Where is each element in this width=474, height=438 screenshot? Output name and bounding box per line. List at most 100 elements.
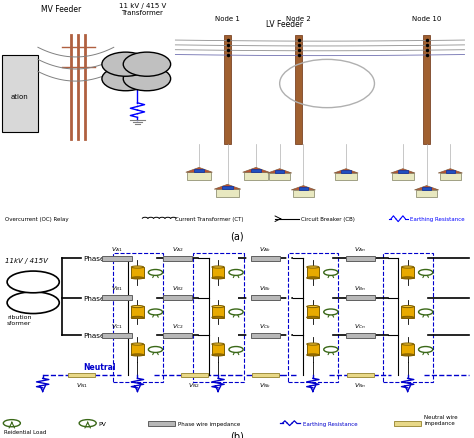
FancyBboxPatch shape: [307, 307, 319, 318]
Text: Earthing Resistance: Earthing Resistance: [303, 421, 358, 426]
FancyBboxPatch shape: [251, 296, 280, 300]
Polygon shape: [214, 185, 241, 190]
FancyBboxPatch shape: [336, 173, 357, 180]
FancyBboxPatch shape: [131, 267, 144, 279]
FancyBboxPatch shape: [423, 36, 430, 145]
FancyBboxPatch shape: [163, 296, 192, 300]
Ellipse shape: [212, 354, 224, 356]
Circle shape: [419, 347, 433, 353]
Text: $V_{Nk}$: $V_{Nk}$: [259, 380, 272, 389]
Text: $V_{Cn}$: $V_{Cn}$: [355, 321, 366, 330]
Ellipse shape: [131, 354, 144, 356]
Text: $V_{Bk}$: $V_{Bk}$: [259, 284, 272, 293]
FancyBboxPatch shape: [244, 173, 268, 180]
FancyBboxPatch shape: [398, 171, 408, 173]
FancyBboxPatch shape: [346, 256, 375, 261]
FancyBboxPatch shape: [131, 344, 144, 355]
Ellipse shape: [212, 317, 224, 319]
Ellipse shape: [131, 317, 144, 319]
FancyBboxPatch shape: [102, 256, 132, 261]
FancyBboxPatch shape: [102, 296, 132, 300]
FancyBboxPatch shape: [68, 373, 95, 377]
FancyBboxPatch shape: [401, 344, 414, 355]
Circle shape: [229, 309, 243, 315]
Polygon shape: [438, 170, 462, 173]
Text: $V_{Ak}$: $V_{Ak}$: [259, 244, 272, 253]
Circle shape: [3, 420, 20, 427]
Polygon shape: [391, 170, 415, 173]
Ellipse shape: [131, 266, 144, 268]
FancyBboxPatch shape: [216, 190, 239, 198]
Ellipse shape: [307, 343, 319, 345]
FancyBboxPatch shape: [131, 307, 144, 318]
Polygon shape: [267, 170, 292, 173]
Circle shape: [419, 309, 433, 315]
Polygon shape: [186, 168, 212, 173]
FancyBboxPatch shape: [401, 307, 414, 318]
Polygon shape: [415, 186, 439, 191]
FancyBboxPatch shape: [299, 188, 308, 190]
FancyBboxPatch shape: [269, 173, 291, 180]
Ellipse shape: [131, 306, 144, 308]
Text: $V_{A1}$: $V_{A1}$: [111, 244, 123, 253]
Ellipse shape: [307, 306, 319, 308]
FancyBboxPatch shape: [187, 173, 211, 180]
Text: PV: PV: [99, 421, 107, 426]
Circle shape: [148, 309, 163, 315]
Text: Phase-B: Phase-B: [83, 295, 112, 301]
FancyBboxPatch shape: [295, 36, 302, 145]
Text: Node 10: Node 10: [412, 16, 441, 22]
FancyBboxPatch shape: [275, 171, 284, 173]
Circle shape: [7, 292, 59, 314]
Ellipse shape: [401, 354, 414, 356]
Circle shape: [324, 270, 338, 276]
Text: ation: ation: [11, 93, 29, 99]
Text: $V_{C1}$: $V_{C1}$: [111, 321, 123, 330]
Ellipse shape: [212, 343, 224, 345]
FancyBboxPatch shape: [446, 171, 455, 173]
Text: Overcurrent (OC) Relay: Overcurrent (OC) Relay: [5, 217, 68, 222]
FancyBboxPatch shape: [222, 187, 233, 190]
Text: $V_{B2}$: $V_{B2}$: [172, 284, 183, 293]
FancyBboxPatch shape: [440, 173, 461, 180]
Text: Phase-C: Phase-C: [83, 332, 112, 339]
Text: $V_{C2}$: $V_{C2}$: [172, 321, 183, 330]
Circle shape: [123, 53, 171, 77]
Text: $V_{B1}$: $V_{B1}$: [111, 284, 123, 293]
FancyBboxPatch shape: [346, 333, 375, 338]
FancyBboxPatch shape: [394, 421, 421, 426]
FancyBboxPatch shape: [346, 373, 374, 377]
Text: $V_{Ck}$: $V_{Ck}$: [259, 321, 272, 330]
Text: Node 2: Node 2: [286, 16, 311, 22]
Ellipse shape: [212, 306, 224, 308]
Circle shape: [324, 309, 338, 315]
FancyBboxPatch shape: [307, 267, 319, 279]
Circle shape: [102, 67, 149, 92]
Ellipse shape: [131, 277, 144, 279]
Circle shape: [324, 347, 338, 353]
Text: Phase-A: Phase-A: [83, 256, 112, 261]
Ellipse shape: [401, 306, 414, 308]
Circle shape: [79, 420, 96, 427]
FancyBboxPatch shape: [212, 344, 224, 355]
Text: $V_{Bn}$: $V_{Bn}$: [355, 284, 366, 293]
Text: $V_{An}$: $V_{An}$: [355, 244, 366, 253]
Circle shape: [148, 347, 163, 353]
FancyBboxPatch shape: [224, 36, 231, 145]
FancyBboxPatch shape: [251, 256, 280, 261]
FancyBboxPatch shape: [341, 171, 351, 173]
FancyBboxPatch shape: [392, 173, 413, 180]
Text: Circuit Breaker (CB): Circuit Breaker (CB): [301, 217, 355, 222]
FancyBboxPatch shape: [2, 55, 38, 132]
Text: LV Feeder: LV Feeder: [266, 20, 303, 28]
Text: $V_{N2}$: $V_{N2}$: [188, 380, 201, 389]
FancyBboxPatch shape: [307, 344, 319, 355]
Polygon shape: [292, 186, 316, 191]
Circle shape: [148, 270, 163, 276]
Text: Neutral wire
impedance: Neutral wire impedance: [424, 414, 458, 425]
Ellipse shape: [401, 343, 414, 345]
FancyBboxPatch shape: [251, 170, 261, 173]
Ellipse shape: [401, 277, 414, 279]
FancyBboxPatch shape: [163, 333, 192, 338]
Text: Earthing Resistance: Earthing Resistance: [410, 217, 465, 222]
